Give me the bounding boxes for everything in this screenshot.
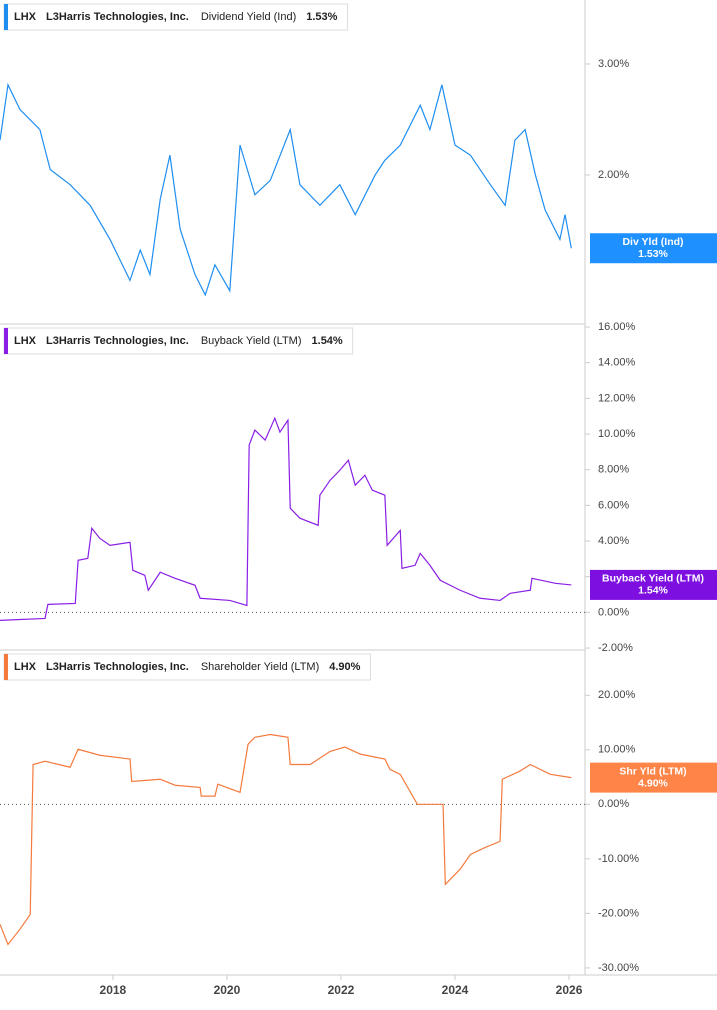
y-tick-label: -10.00% [598,853,639,865]
legend-swatch [4,328,8,354]
y-tick-label: 4.00% [598,535,629,547]
x-tick-label: 2026 [556,983,583,997]
y-tick-label: -20.00% [598,907,639,919]
legend-text: LHX [14,11,37,23]
legend-text: LHX [14,335,37,347]
legend: LHX L3Harris Technologies, Inc. Buyback Yi… [3,327,354,355]
legend-text: Shareholder Yield (LTM) [201,661,319,673]
legend-text: L3Harris Technologies, Inc. [46,11,189,23]
y-tick-label: 10.00% [598,428,636,440]
legend-text: Buyback Yield (LTM) [201,335,302,347]
y-tick-label: 6.00% [598,499,629,511]
series-line [0,82,572,297]
legend-swatch [4,654,8,680]
y-tick-label: 0.00% [598,606,629,618]
legend-swatch [4,4,8,30]
y-tick-label: -30.00% [598,962,639,974]
legend-text: LHX [14,661,37,673]
legend-text: 4.90% [329,661,360,673]
y-tick-label: 8.00% [598,464,629,476]
legend: LHX L3Harris Technologies, Inc. Dividend Y… [3,3,348,31]
value-tag [590,569,717,600]
y-tick-label: 10.00% [598,744,636,756]
value-tag-name: Shr Yld (LTM) [619,765,686,777]
x-tick-label: 2024 [442,983,469,997]
y-tick-label: 20.00% [598,689,636,701]
legend-text: 1.53% [306,11,337,23]
legend-text: L3Harris Technologies, Inc. [46,661,189,673]
value-tag-value: 1.53% [638,248,668,260]
legend: LHX L3Harris Technologies, Inc. Shareholde… [3,653,371,681]
y-tick-label: 3.00% [598,58,629,70]
value-tag-name: Buyback Yield (LTM) [602,573,704,585]
x-tick-label: 2022 [328,983,355,997]
series-line [0,416,572,621]
y-tick-label: 2.00% [598,169,629,181]
x-tick-label: 2020 [214,983,241,997]
y-tick-label: 14.00% [598,357,636,369]
series-line [0,733,572,946]
legend-box [3,3,348,31]
y-tick-label: 12.00% [598,392,636,404]
legend-text: L3Harris Technologies, Inc. [46,335,189,347]
y-tick-label: -2.00% [598,642,633,654]
value-tag-value: 1.54% [638,585,668,597]
value-tag [590,233,717,264]
value-tag [590,762,717,793]
y-tick-label: 0.00% [598,798,629,810]
value-tag-value: 4.90% [638,777,668,789]
y-tick-label: 16.00% [598,321,636,333]
value-tag-name: Div Yld (Ind) [622,236,683,248]
legend-text: Dividend Yield (Ind) [201,11,296,23]
x-tick-label: 2018 [100,983,127,997]
legend-text: 1.54% [312,335,343,347]
